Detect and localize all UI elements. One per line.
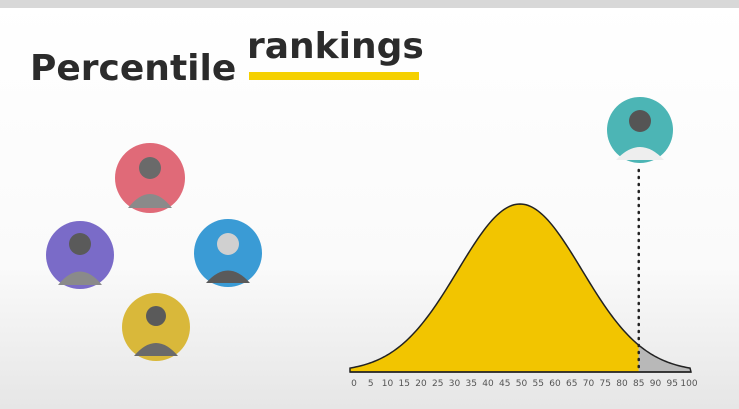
title-underline [249,72,419,80]
top-bar [0,0,739,8]
x-tick-label: 40 [482,379,494,389]
x-tick-label: 65 [566,379,577,389]
x-tick-label: 70 [583,379,595,389]
avatar [194,219,262,287]
avatar [115,143,185,213]
x-tick-label: 45 [499,379,510,389]
x-tick-label: 90 [650,379,662,389]
x-tick-label: 75 [600,379,611,389]
x-tick-label: 55 [533,379,544,389]
slide: Percentile rankings 0 5 10 15 20 25 30 35 40 45 50… [0,0,739,409]
x-tick-label: 80 [616,379,628,389]
x-tick-label: 15 [399,379,410,389]
x-tick-label: 10 [382,379,394,389]
x-tick-label: 0 [351,379,357,389]
avatar [46,221,114,289]
avatar [122,293,190,361]
x-tick-label: 100 [680,379,697,389]
x-tick-label: 30 [449,379,461,389]
x-tick-label: 20 [415,379,427,389]
x-tick-label: 5 [368,379,374,389]
x-tick-label: 95 [667,379,678,389]
x-tick-label: 35 [466,379,477,389]
title-first: Percentile [30,48,236,89]
x-tick-label: 60 [549,379,561,389]
x-tick-label: 50 [516,379,528,389]
title-second: rankings [247,26,424,67]
x-tick-label: 25 [432,379,443,389]
x-tick-label: 85 [633,379,644,389]
avatar [607,97,673,163]
